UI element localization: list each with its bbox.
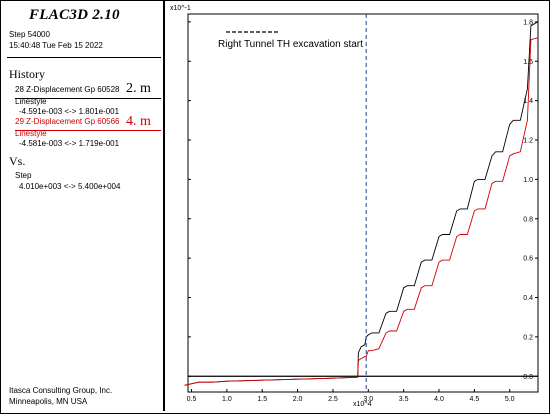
history-item-1-linestyle: Linestyle — [15, 97, 47, 106]
chart-area: x10^-1 x10^4 0.5 1.0 1.5 2.0 2.5 3.0 3.5 4.0 4.5 5… — [168, 0, 548, 412]
x-tick-label: 3.5 — [399, 396, 409, 403]
company-name: Itasca Consulting Group, Inc. — [9, 386, 113, 395]
history-item-2-linestyle: Linestyle — [15, 129, 47, 138]
y-tick-label: 1.8 — [523, 19, 533, 26]
divider — [7, 57, 161, 58]
y-tick-label: 0.4 — [523, 295, 533, 302]
x-tick-label: 5.0 — [505, 396, 515, 403]
x-tick-label: 2.0 — [293, 396, 303, 403]
history-item-2-range: -4.581e-003 <-> 1.719e-001 — [19, 139, 120, 148]
x-tick-label: 2.5 — [328, 396, 338, 403]
x-tick-label: 0.5 — [187, 396, 197, 403]
y-tick-label: 1.2 — [523, 138, 533, 145]
history-item-1-annotation: 2. m — [126, 81, 151, 96]
x-tick-label: 4.0 — [434, 396, 444, 403]
versus-label: Step — [15, 171, 32, 180]
legend-panel: FLAC3D 2.10 Step 54000 15:40:48 Tue Feb … — [1, 1, 165, 411]
y-tick-label: 1.6 — [523, 59, 533, 66]
company-location: Minneapolis, MN USA — [9, 397, 88, 406]
y-exponent-label: x10^-1 — [170, 5, 191, 12]
history-item-2-annotation: 4. m — [126, 114, 151, 129]
history-item-1-label: 28 Z-Displacement Gp 60528 — [15, 85, 120, 94]
linestyle-sample-red — [15, 130, 161, 131]
y-tick-label: 0.6 — [523, 256, 533, 263]
step-line: Step 54000 — [9, 30, 50, 39]
x-tick-label: 1.0 — [222, 396, 232, 403]
x-tick-label: 1.5 — [257, 396, 267, 403]
history-item-2-label: 29 Z-Displacement Gp 60566 — [15, 117, 120, 126]
chart-svg: x10^-1 x10^4 0.5 1.0 1.5 2.0 2.5 3.0 3.5 4.0 4.5 5… — [170, 5, 539, 408]
history-item-1-range: -4.591e-003 <-> 1.801e-001 — [19, 107, 120, 116]
linestyle-sample-black — [15, 98, 161, 99]
y-tick-label: 0.0 — [523, 374, 533, 381]
y-tick-label: 0.2 — [523, 334, 533, 341]
plot-frame — [187, 13, 539, 393]
x-tick-label: 3.0 — [363, 396, 373, 403]
app-title: FLAC3D 2.10 — [29, 7, 120, 23]
x-exponent-label: x10^4 — [353, 401, 372, 408]
history-heading: History — [9, 67, 45, 81]
y-tick-label: 0.8 — [523, 216, 533, 223]
x-tick-label: 4.5 — [469, 396, 479, 403]
series-line-1 — [184, 21, 539, 386]
versus-range: 4.010e+003 <-> 5.400e+004 — [19, 182, 121, 191]
versus-heading: Vs. — [9, 154, 26, 168]
timestamp: 15:40:48 Tue Feb 15 2022 — [9, 41, 103, 50]
series-line-2 — [184, 37, 539, 386]
y-tick-label: 1.0 — [523, 177, 533, 184]
annotation-text: Right Tunnel TH excavation start — [218, 39, 363, 50]
